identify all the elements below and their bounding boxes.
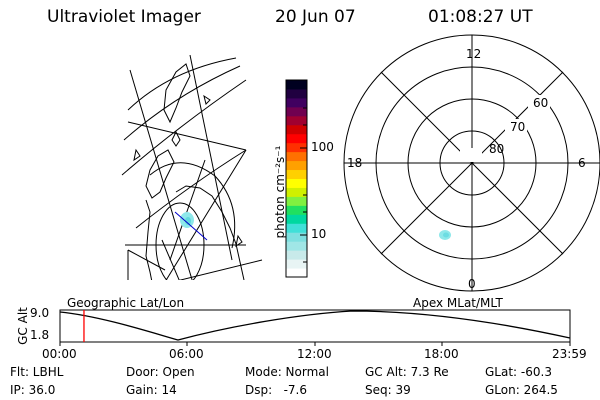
color-bar-segment — [286, 187, 307, 197]
lat-label-70: 70 — [510, 120, 526, 134]
colorbar-unit-label: photon cm⁻²s⁻¹ — [273, 145, 287, 239]
color-bar-segment — [286, 178, 307, 188]
info-filter: Flt: LBHL — [10, 365, 64, 379]
color-bar-segment — [286, 80, 307, 90]
info-gc-alt: GC Alt: 7.3 Re — [365, 365, 449, 379]
xtick-0000: 00:00 — [42, 347, 77, 361]
geo-panel-label: Geographic Lat/Lon — [67, 296, 185, 310]
color-bar-segment — [286, 205, 307, 215]
xtick-1200: 12:00 — [297, 347, 332, 361]
altitude-ylabel: GC Alt — [16, 307, 30, 345]
color-bar-segment — [286, 115, 307, 126]
color-bar-segment — [286, 214, 307, 224]
geographic-map — [121, 55, 263, 280]
color-bar-segment — [286, 151, 307, 162]
mlt-label-18: 18 — [347, 156, 363, 170]
color-bar-segment — [286, 259, 307, 269]
color-bar-segment — [286, 223, 307, 233]
info-door: Door: Open — [126, 365, 195, 379]
color-bar-segment — [286, 268, 307, 278]
altitude-ytick-high: 9.0 — [30, 306, 50, 320]
date-label: 20 Jun 07 — [275, 7, 356, 27]
mlt-label-6: 6 — [578, 156, 586, 170]
color-bar — [286, 80, 307, 278]
color-bar-segment — [286, 106, 307, 117]
info-dsp: Dsp: -7.6 — [245, 383, 308, 397]
time-label: 01:08:27 UT — [428, 7, 533, 27]
color-bar-segment — [286, 169, 307, 179]
colorbar-label-100: 100 — [311, 140, 334, 154]
color-bar-segment — [286, 133, 307, 144]
color-bar-segment — [286, 241, 307, 251]
colorbar-label-10: 10 — [311, 227, 327, 241]
info-seq: Seq: 39 — [365, 383, 411, 397]
info-ip: IP: 36.0 — [10, 383, 56, 397]
color-bar-segment — [286, 142, 307, 153]
mlt-label-0: 0 — [468, 277, 476, 291]
info-glon: GLon: 264.5 — [485, 383, 558, 397]
polar-plot — [343, 34, 600, 292]
altitude-ytick-low: 1.8 — [30, 328, 50, 342]
mlt-label-12: 12 — [466, 47, 482, 61]
info-mode: Mode: Normal — [245, 365, 329, 379]
instrument-title: Ultraviolet Imager — [47, 7, 201, 27]
info-gain: Gain: 14 — [126, 383, 177, 397]
lat-label-60: 60 — [533, 96, 549, 110]
color-bar-segment — [286, 232, 307, 242]
xtick-2359: 23:59 — [552, 347, 587, 361]
xtick-1800: 18:00 — [424, 347, 459, 361]
color-bar-segment — [286, 250, 307, 260]
color-bar-segment — [286, 97, 307, 108]
color-bar-segment — [286, 88, 307, 99]
xtick-0600: 06:00 — [169, 347, 204, 361]
color-bar-segment — [286, 160, 307, 171]
color-bar-frame — [285, 79, 308, 278]
color-bar-segment — [286, 196, 307, 206]
info-glat: GLat: -60.3 — [485, 365, 552, 379]
polar-panel-label: Apex MLat/MLT — [413, 296, 503, 310]
lat-label-80: 80 — [489, 142, 505, 156]
altitude-curve — [59, 310, 571, 341]
track-line — [174, 211, 208, 241]
color-bar-segment — [286, 124, 307, 135]
